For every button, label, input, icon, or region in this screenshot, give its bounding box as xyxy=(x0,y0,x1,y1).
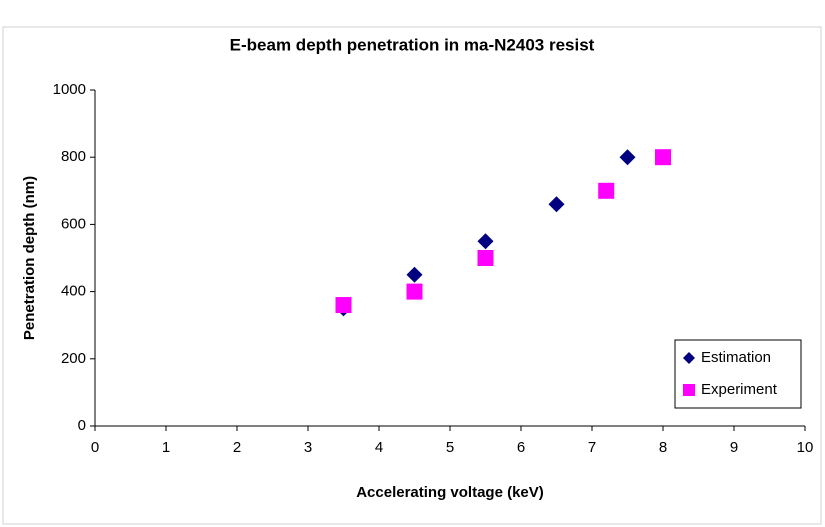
x-tick-label: 0 xyxy=(91,439,99,456)
x-tick-label: 8 xyxy=(659,439,667,456)
y-tick-label: 0 xyxy=(78,417,86,434)
diamond-marker xyxy=(683,352,695,364)
diamond-marker xyxy=(619,149,636,166)
y-tick-label: 600 xyxy=(61,215,86,232)
x-axis-label: Accelerating voltage (keV) xyxy=(356,484,544,501)
y-tick-label: 400 xyxy=(61,283,86,300)
square-marker xyxy=(477,250,494,266)
x-tick-label: 2 xyxy=(233,439,241,456)
y-tick-label: 800 xyxy=(61,148,86,165)
x-tick-label: 3 xyxy=(304,439,312,456)
square-marker xyxy=(683,384,695,396)
x-tick-label: 5 xyxy=(446,439,454,456)
x-tick-label: 6 xyxy=(517,439,525,456)
y-tick-label: 200 xyxy=(61,350,86,367)
legend-label: Experiment xyxy=(701,381,778,398)
y-axis-label: Penetration depth (nm) xyxy=(21,176,38,340)
square-marker xyxy=(406,283,423,300)
x-tick-label: 9 xyxy=(730,439,738,456)
x-tick-label: 7 xyxy=(588,439,596,456)
legend-label: Estimation xyxy=(701,349,771,366)
chart-title: E-beam depth penetration in ma-N2403 res… xyxy=(230,35,595,54)
square-marker xyxy=(655,149,671,166)
x-tick-label: 4 xyxy=(375,439,383,456)
diamond-marker xyxy=(477,233,494,250)
diamond-marker xyxy=(406,266,423,283)
y-tick-label: 1000 xyxy=(53,81,86,98)
square-marker xyxy=(598,182,615,199)
square-marker xyxy=(335,297,352,314)
x-tick-label: 10 xyxy=(797,439,814,456)
legend-box xyxy=(674,339,802,409)
x-tick-label: 1 xyxy=(162,439,170,456)
diamond-marker xyxy=(548,196,565,213)
